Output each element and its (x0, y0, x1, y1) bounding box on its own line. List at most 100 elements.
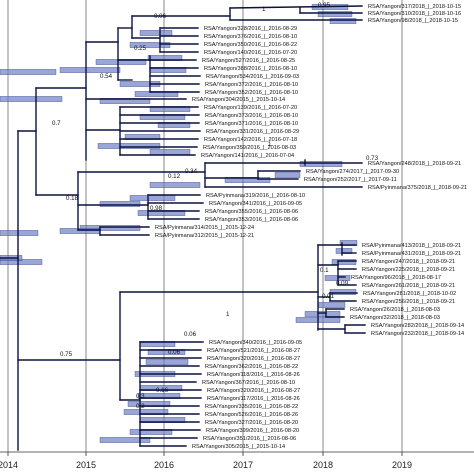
support-value: 0.09 (336, 280, 349, 287)
support-value: 0.95 (318, 2, 331, 9)
year-tick-label: 2016 (154, 460, 174, 470)
tip-label: RSA/Pyinmana/319/2016_|_2016-08-10 (206, 193, 305, 199)
tip-label: RSA/Yangon/98/2018_|_2018-10-15 (368, 18, 458, 24)
tip-label: RSA/Yangon/274/2017_|_2017-09-30 (306, 169, 399, 175)
tip-label: RSA/Yangon/141/2016_|_2016-07-04 (201, 153, 294, 159)
tip-label: RSA/Yangon/310/2018_|_2018-10-16 (368, 11, 461, 17)
tip-label: RSA/Yangon/521/2016_|_2016-08-27 (207, 348, 300, 354)
uncertainty-bar (139, 30, 173, 36)
tip-label: RSA/Yangon/388/2016_|_2016-08-10 (204, 66, 297, 72)
tip-label: RSA/Pyinmana/431/2018_|_2018-09-21 (362, 251, 461, 257)
uncertainty-bar (329, 18, 357, 24)
uncertainty-bar (317, 302, 346, 308)
tip-label: RSA/Yangon/247/2018_|_2018-09-21 (362, 259, 455, 265)
tip-label: RSA/Yangon/352/2016_|_2016-08-10 (205, 90, 298, 96)
uncertainty-bar (97, 143, 161, 149)
uncertainty-bar (59, 228, 101, 234)
tip-label: RSA/Yangon/371/2016_|_2016-08-10 (205, 121, 298, 127)
tip-label: RSA/Yangon/26/2018_|_2018-08-03 (350, 307, 440, 313)
tip-label: RSA/Yangon/261/2018_|_2018-09-21 (362, 283, 455, 289)
uncertainty-bar (79, 225, 141, 231)
tip-label: RSA/Yangon/256/2018_|_2018-09-21 (362, 299, 455, 305)
support-value: 0.06 (184, 331, 197, 338)
uncertainty-bar (329, 289, 357, 295)
tip-label: RSA/Yangon/351/2016_|_2016-08-06 (203, 436, 296, 442)
tip-label: RSA/Pyinmana/314/2015_|_2015-12-24 (155, 225, 254, 231)
year-tick-label: 2017 (233, 460, 253, 470)
support-value: 0.18 (66, 195, 79, 202)
support-value: 1 (262, 6, 266, 13)
support-value: 0.01 (322, 293, 335, 300)
tip-label: RSA/Yangon/142/2016_|_2016-07-18 (204, 137, 297, 143)
tip-label: RSA/Yangon/304/2015_|_2015-10-14 (192, 97, 285, 103)
tip-label: RSA/Yangon/317/2018_|_2018-10-15 (368, 4, 461, 10)
uncertainty-bar (99, 201, 141, 207)
tip-label: RSA/Yangon/534/2016_|_2016-09-03 (206, 74, 299, 80)
support-value: 0.06 (154, 13, 167, 20)
tip-label: RSA/Yangon/281/2018_|_2018-10-02 (363, 291, 456, 297)
support-value: 0.98 (150, 205, 163, 212)
tip-label: RSA/Yangon/328/2016_|_2016-08-29 (204, 26, 297, 32)
tip-label: RSA/Yangon/327/2016_|_2016-08-20 (205, 420, 298, 426)
tip-label: RSA/Yangon/305/2015_|_2015-10-14 (192, 444, 285, 450)
support-value: 0.34 (185, 168, 198, 175)
support-value: 0.7 (52, 120, 61, 127)
tip-label: RSA/Yangon/32/2018_|_2018-08-03 (350, 315, 440, 321)
support-value: 0.2 (136, 403, 145, 410)
tip-label: RSA/Yangon/140/2016_|_2016-07-20 (204, 50, 297, 56)
uncertainty-bar (129, 195, 176, 201)
support-value: 0.16 (156, 387, 169, 394)
tip-label: RSA/Pyinmana/413/2018_|_2018-09-21 (362, 243, 461, 249)
year-tick-label: 2014 (0, 460, 18, 470)
tip-label: RSA/Yangon/372/2016_|_2016-08-10 (205, 82, 298, 88)
uncertainty-bar (145, 359, 189, 365)
tip-label: RSA/Yangon/232/2018_|_2018-09-14 (371, 331, 464, 337)
tip-label: RSA/Yangon/373/2016_|_2016-08-10 (205, 113, 298, 119)
node-support-values: 0.95 1 0.06 0.25 0.54 0.7 0.18 0.12 0.34 1 0.73 0.9… (52, 2, 379, 410)
uncertainty-bar (99, 437, 151, 443)
tip-label: RSA/Yangon/359/2016_|_2016-08-03 (203, 145, 296, 151)
tip-label: RSA/Pyinmana/312/2015_|_2015-12-21 (155, 233, 254, 239)
year-tick-label: 2015 (76, 460, 96, 470)
uncertainty-bar (299, 161, 343, 167)
tip-label: RSA/Yangon/335/2016_|_2016-08-22 (205, 404, 298, 410)
time-axis: 2014 2015 2016 2017 2018 2019 (0, 451, 474, 470)
tip-label: RSA/Yangon/353/2016_|_2016-08-06 (205, 217, 298, 223)
tip-label: RSA/Yangon/225/2018_|_2018-09-21 (362, 267, 455, 273)
node-date-uncertainty-bars (0, 4, 358, 443)
tip-label: RSA/Yangon/118/2016_|_2016-08-26 (207, 372, 300, 378)
uncertainty-bar (149, 182, 201, 188)
year-tick-label: 2019 (392, 460, 412, 470)
support-value: 0.1 (320, 267, 329, 274)
tip-label: RSA/Yangon/367/2016_|_2016-08-10 (202, 380, 295, 386)
tip-label: RSA/Pyinmana/375/2018_|_2018-09-21 (368, 185, 467, 191)
support-value: 0.06 (168, 349, 181, 356)
uncertainty-bar (0, 96, 63, 102)
tip-label: RSA/Yangon/350/2016_|_2016-08-22 (204, 42, 297, 48)
tree-branch (229, 5, 363, 9)
tip-label: RSA/Yangon/282/2018_|_2018-09-14 (371, 323, 464, 329)
tip-label: RSA/Yangon/117/2016_|_2016-08-26 (207, 396, 300, 402)
tip-label: RSA/Yangon/331/2016_|_2016-08-29 (206, 129, 299, 135)
tip-label: RSA/Yangon/526/2016_|_2016-08-26 (205, 412, 298, 418)
tip-label: RSA/Yangon/320/2016_|_2016-08-27 (207, 388, 300, 394)
uncertainty-bar (304, 311, 341, 317)
uncertainty-bar (317, 11, 353, 17)
tip-label: RSA/Yangon/252/2017_|_2017-09-11 (304, 177, 397, 183)
uncertainty-bar (59, 67, 121, 73)
support-value: 0.73 (366, 155, 379, 162)
support-value: 1 (268, 141, 272, 148)
uncertainty-bar (0, 69, 57, 75)
support-value: 0.12 (168, 173, 181, 180)
uncertainty-bar (149, 149, 191, 155)
tip-label: RSA/Yangon/341/2016_|_2016-09-05 (209, 201, 302, 207)
support-value: 0.75 (60, 351, 73, 358)
support-value: 0.25 (134, 45, 147, 52)
tip-label: RSA/Yangon/355/2016_|_2016-08-06 (205, 209, 298, 215)
uncertainty-bar (274, 172, 301, 178)
tip-label: RSA/Yangon/320/2016_|_2016-08-27 (207, 356, 300, 362)
tip-label: RSA/Yangon/399/2016_|_2016-08-20 (206, 428, 299, 434)
tree-branches (0, 5, 366, 451)
